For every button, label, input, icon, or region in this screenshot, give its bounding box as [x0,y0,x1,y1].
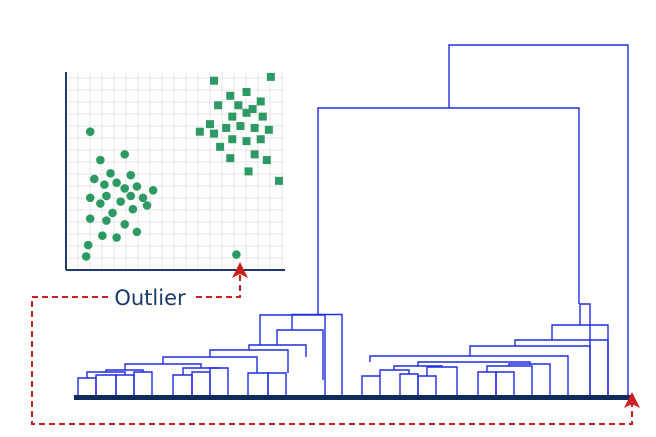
scatter-point-circle [83,240,93,250]
scatter-point-circle [148,185,158,195]
dendrogram-link [551,324,609,395]
scatter-point-square [210,129,219,138]
scatter-point-circle [120,184,130,193]
scatter-point-circle [138,193,148,203]
dendrogram-link [361,375,381,395]
dendrogram-link [77,377,97,395]
dendrogram-link [191,371,211,395]
dendrogram-link [486,365,533,395]
dendrogram-link [379,369,410,376]
scatter-point-square [226,154,235,163]
dendrogram-link [417,361,531,366]
scatter-point-square [266,72,275,81]
scatter-point-circle [100,180,109,189]
dendrogram-link [399,373,419,395]
scatter-point-square [195,127,204,136]
dendrogram-link [448,44,629,395]
scatter-point-circle [132,182,142,191]
dendrogram-link [317,107,580,315]
dendrogram [77,44,629,395]
scatter-point-circle [142,201,152,210]
scatter-point-square [244,167,253,176]
scatter-point-circle [116,197,125,206]
scatter-plot [65,72,285,271]
dendrogram-baseline [74,395,634,400]
dendrogram-link [514,339,609,395]
scatter-point-square [236,122,245,131]
outlier-arrow-to-dendrogram [31,296,640,425]
scatter-point-circle [108,208,117,218]
dendrogram-link [579,303,591,395]
dendrogram-link [95,374,117,395]
scatter-point-circle [112,178,121,188]
scatter-point-square [250,150,259,159]
scatter-point-square [242,88,251,97]
scatter-point-circle [85,127,95,136]
scatter-point-circle [232,250,241,259]
scatter-point-circle [120,220,130,229]
scatter-point-square [250,123,259,132]
scatter-point-circle [126,191,136,201]
scatter-point-circle [96,155,105,165]
dendrogram-link [172,374,193,395]
scatter-point-circle [102,216,111,225]
scatter-point-circle [120,150,130,159]
outlier-arrow-to-scatter [196,262,248,298]
scatter-points [81,72,283,261]
outlier-label: Outlier [114,286,186,310]
dendrogram-link [426,366,458,395]
scatter-point-circle [128,204,138,214]
scatter-point-square [275,176,283,185]
dendrogram-link [369,355,569,395]
dendrogram-link [115,374,135,395]
scatter-point-square [256,97,265,106]
scatter-point-circle [106,168,115,178]
scatter-point-square [228,135,237,144]
scatter-point-circle [89,174,99,184]
dendrogram-link [495,371,515,395]
scatter-point-square [205,120,214,129]
scatter-point-square [248,105,257,114]
scatter-point-square [226,91,235,100]
scatter-point-circle [132,227,142,237]
scatter-point-square [264,125,273,134]
dendrogram-link [291,313,343,395]
scatter-point-square [256,135,265,144]
scatter-point-square [234,101,243,110]
scatter-point-square [228,112,237,121]
scatter-point-square [262,156,271,165]
dendrogram-link [209,349,289,373]
scatter-point-circle [126,170,136,180]
dendrogram-link [469,345,591,395]
dendrogram-link [276,329,324,380]
dendrogram-link [477,371,497,395]
scatter-point-square [216,142,225,151]
dendrogram-link [209,367,229,395]
dendrogram-link [508,363,551,395]
dendrogram-link [248,344,307,357]
scatter-point-square [258,112,267,121]
outlier-annotation: Outlier [31,262,640,425]
scatter-point-square [214,101,223,110]
scatter-point-circle [81,252,91,261]
dendrogram-link [124,363,202,370]
scatter-point-circle [102,191,111,201]
scatter-point-circle [85,214,95,223]
dendrogram-link [133,371,153,395]
scatter-point-circle [96,199,105,208]
scatter-point-square [242,137,251,146]
scatter-point-circle [112,233,121,242]
dendrogram-link [417,375,437,395]
scatter-point-square [210,76,219,85]
dendrogram-link [182,367,219,375]
dendrogram-link [267,372,287,395]
scatter-point-square [242,108,251,117]
scatter-point-circle [98,231,107,240]
scatter-point-square [222,123,231,132]
scatter-point-circle [85,193,95,203]
dendrogram-link [247,372,269,395]
